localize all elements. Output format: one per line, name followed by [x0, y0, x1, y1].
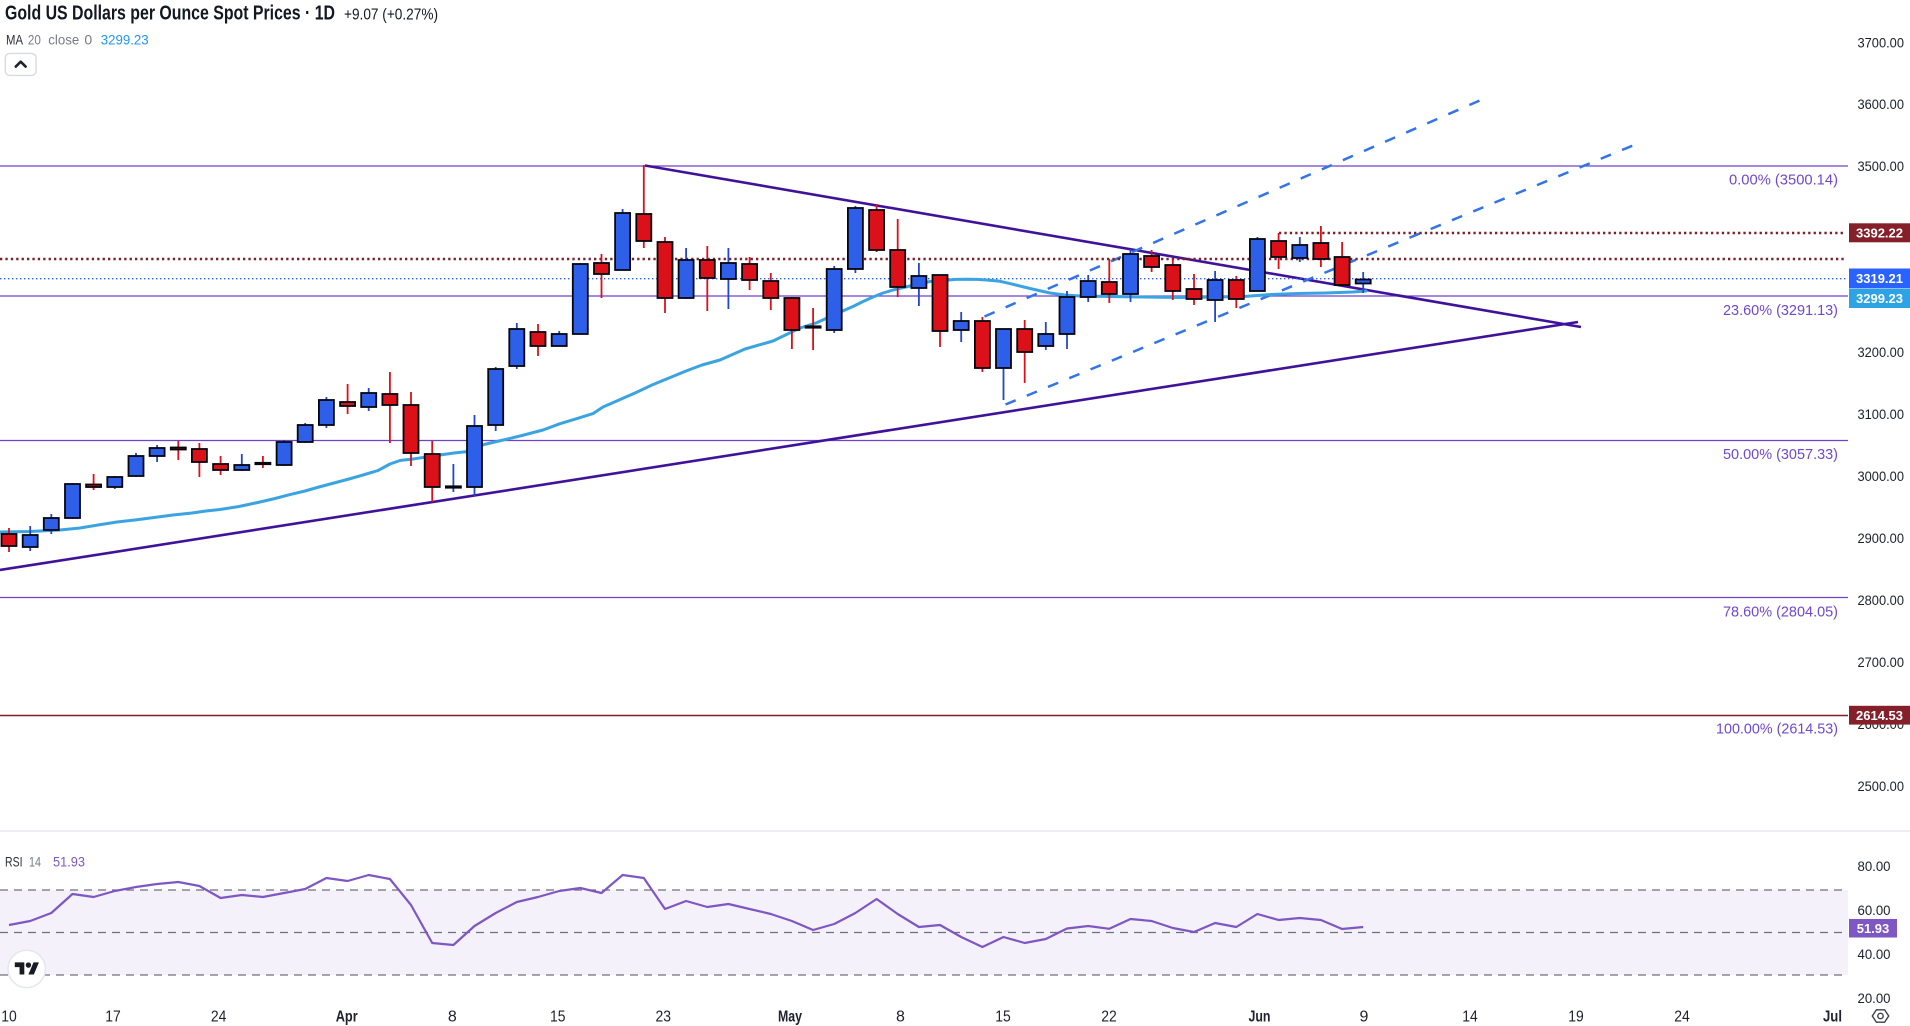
svg-text:2500.00: 2500.00 — [1858, 779, 1905, 794]
svg-text:3500.00: 3500.00 — [1858, 159, 1905, 174]
svg-text:40.00: 40.00 — [1858, 947, 1891, 962]
svg-text:51.93: 51.93 — [53, 854, 85, 870]
svg-text:100.00% (2614.53): 100.00% (2614.53) — [1716, 721, 1838, 738]
svg-text:17: 17 — [105, 1009, 121, 1026]
svg-text:23: 23 — [656, 1009, 672, 1026]
svg-text:15: 15 — [995, 1009, 1011, 1026]
svg-text:2800.00: 2800.00 — [1858, 593, 1905, 608]
svg-text:0.00% (3500.14): 0.00% (3500.14) — [1729, 172, 1838, 189]
svg-text:Jun: Jun — [1249, 1009, 1271, 1026]
svg-text:10: 10 — [1, 1009, 17, 1026]
svg-text:20: 20 — [28, 32, 41, 48]
svg-text:9: 9 — [1360, 1009, 1369, 1026]
svg-text:3000.00: 3000.00 — [1858, 469, 1905, 484]
svg-text:2614.53: 2614.53 — [1856, 708, 1903, 723]
svg-text:23.60% (3291.13): 23.60% (3291.13) — [1723, 302, 1838, 319]
svg-text:60.00: 60.00 — [1858, 903, 1891, 918]
svg-text:50.00% (3057.33): 50.00% (3057.33) — [1723, 446, 1838, 463]
svg-text:14: 14 — [29, 854, 41, 870]
svg-text:3319.21: 3319.21 — [1856, 271, 1903, 286]
svg-text:22: 22 — [1101, 1009, 1117, 1026]
svg-text:78.60% (2804.05): 78.60% (2804.05) — [1723, 604, 1838, 621]
svg-text:3100.00: 3100.00 — [1858, 407, 1905, 422]
svg-text:+9.07 (+0.27%): +9.07 (+0.27%) — [344, 7, 438, 24]
svg-text:8: 8 — [896, 1009, 905, 1026]
svg-text:20.00: 20.00 — [1858, 991, 1891, 1006]
svg-text:May: May — [778, 1009, 802, 1026]
svg-text:14: 14 — [1462, 1009, 1478, 1026]
svg-text:8: 8 — [448, 1009, 457, 1026]
svg-text:MA: MA — [6, 32, 24, 48]
svg-text:0: 0 — [84, 32, 92, 48]
svg-text:2900.00: 2900.00 — [1858, 531, 1905, 546]
svg-text:24: 24 — [211, 1009, 227, 1026]
svg-text:3200.00: 3200.00 — [1858, 345, 1905, 360]
svg-text:2700.00: 2700.00 — [1858, 655, 1905, 670]
svg-text:Gold US Dollars per Ounce Spot: Gold US Dollars per Ounce Spot Prices · … — [5, 3, 335, 25]
svg-text:RSI: RSI — [5, 854, 23, 870]
svg-text:24: 24 — [1674, 1009, 1690, 1026]
svg-text:close: close — [48, 32, 79, 48]
svg-text:51.93: 51.93 — [1857, 921, 1890, 936]
svg-text:3700.00: 3700.00 — [1858, 35, 1905, 50]
svg-text:3392.22: 3392.22 — [1856, 225, 1903, 240]
svg-text:3299.23: 3299.23 — [101, 32, 149, 48]
svg-text:19: 19 — [1568, 1009, 1584, 1026]
svg-text:3600.00: 3600.00 — [1858, 97, 1905, 112]
svg-text:Apr: Apr — [336, 1009, 358, 1026]
svg-text:80.00: 80.00 — [1858, 859, 1891, 874]
svg-text:Jul: Jul — [1823, 1009, 1842, 1026]
svg-text:3299.23: 3299.23 — [1856, 291, 1903, 306]
svg-text:15: 15 — [550, 1009, 566, 1026]
